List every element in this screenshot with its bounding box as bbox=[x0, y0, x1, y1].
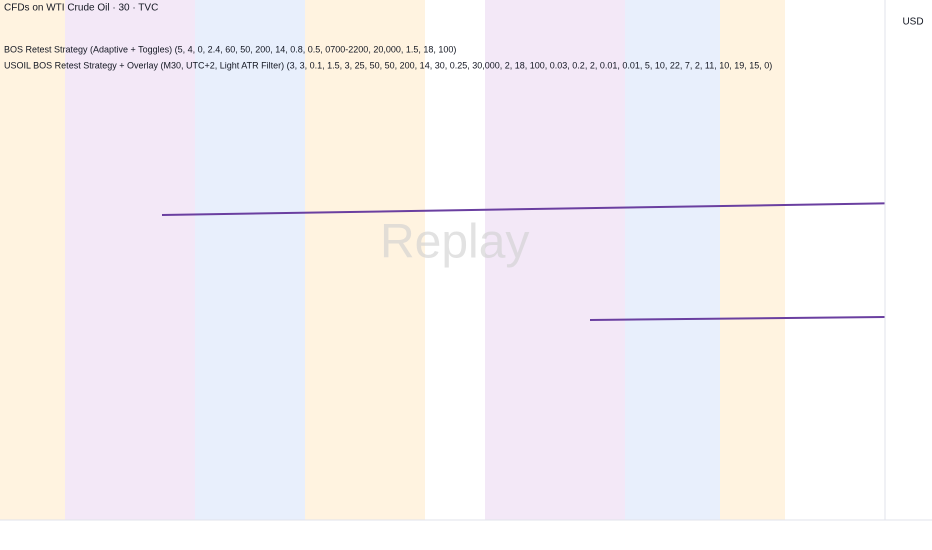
currency: USD bbox=[902, 17, 923, 28]
price-axis bbox=[885, 0, 932, 520]
indicator-legend: BOS Retest Strategy (Adaptive + Toggles)… bbox=[4, 44, 456, 54]
trend-line bbox=[161, 202, 908, 216]
session-bands bbox=[0, 0, 785, 520]
indicator-legend: USOIL BOS Retest Strategy + Overlay (M30… bbox=[4, 60, 772, 70]
watermark: Replay bbox=[380, 216, 529, 269]
trend-line bbox=[589, 316, 886, 321]
symbol-title: CFDs on WTI Crude Oil · 30 · TVC bbox=[4, 3, 158, 14]
